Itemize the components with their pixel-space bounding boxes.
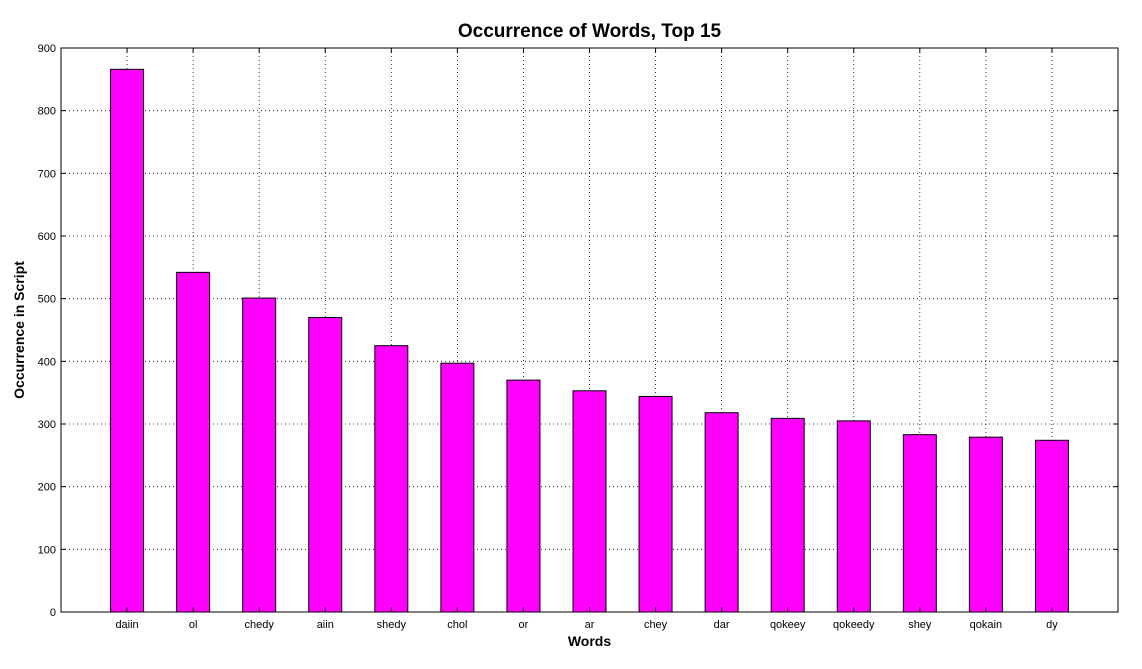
bar-or: [506, 379, 541, 613]
x-tick-label-ar: ar: [585, 619, 595, 631]
y-tick-label: 500: [38, 294, 56, 306]
y-tick-label: 600: [38, 231, 56, 243]
y-tick-label: 0: [50, 607, 56, 619]
x-tick-labels: daiin ol chedy aiin shedy chol or ar chey dar qoke…: [115, 619, 1058, 631]
x-tick-label-aiin: aiin: [317, 619, 334, 631]
y-tick-label: 700: [38, 168, 56, 180]
bar-dy: [1034, 439, 1069, 613]
x-tick-label-qokain: qokain: [970, 619, 1002, 631]
bar-ar: [572, 390, 607, 613]
x-tick-label-dar: dar: [714, 619, 730, 631]
y-tick-label: 200: [38, 482, 56, 494]
chart-title: Occurrence of Words, Top 15: [458, 21, 722, 42]
x-tick-label-qokeey: qokeey: [770, 619, 806, 631]
x-tick-label-dy: dy: [1046, 619, 1058, 631]
y-tick-label: 300: [38, 419, 56, 431]
y-tick-label: 900: [38, 43, 56, 55]
bar-aiin: [308, 316, 343, 613]
bar-daiin: [110, 68, 145, 613]
bars: [110, 68, 1069, 613]
x-tick-label-chey: chey: [644, 619, 668, 631]
x-tick-label-or: or: [519, 619, 529, 631]
bar-qokeedy: [836, 420, 871, 613]
y-tick-label: 400: [38, 356, 56, 368]
bar-shey: [902, 434, 937, 613]
x-axis-label: Words: [568, 633, 612, 649]
bar-shedy: [374, 345, 409, 613]
y-tick-labels: 0 100 200 300 400 500 600 700 800 900: [38, 43, 56, 619]
axis-ticks: [61, 47, 1118, 613]
bar-chey: [638, 395, 673, 613]
bar-chol: [440, 362, 475, 613]
x-tick-label-shedy: shedy: [377, 619, 407, 631]
bar-qokain: [968, 436, 1003, 613]
x-tick-label-chol: chol: [447, 619, 467, 631]
x-tick-label-qokeedy: qokeedy: [833, 619, 875, 631]
y-tick-label: 800: [38, 106, 56, 118]
x-tick-label-shey: shey: [908, 619, 932, 631]
bar-dar: [704, 412, 739, 613]
y-tick-label: 100: [38, 544, 56, 556]
bar-ol: [176, 271, 211, 613]
x-tick-label-chedy: chedy: [245, 619, 275, 631]
y-axis-label: Occurrence in Script: [11, 261, 27, 399]
bar-chedy: [242, 297, 277, 613]
x-tick-label-ol: ol: [189, 619, 198, 631]
bar-qokeey: [770, 417, 805, 613]
x-tick-label-daiin: daiin: [115, 619, 138, 631]
